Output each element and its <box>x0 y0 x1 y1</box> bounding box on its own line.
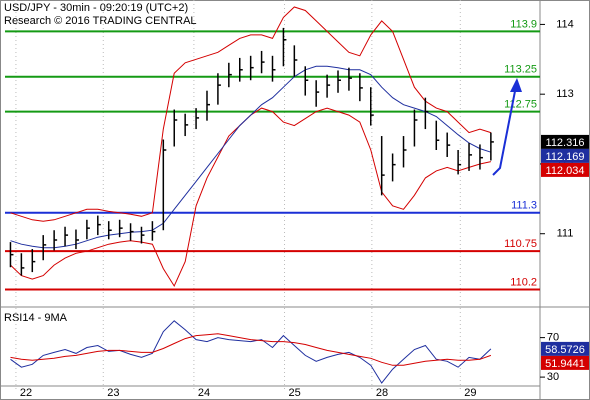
value-tag-bg <box>541 148 589 163</box>
rsi-title: RSI14 - 9MA <box>4 312 68 324</box>
y-tick-label: 114 <box>556 18 574 30</box>
value-tag-bg <box>541 134 589 149</box>
y-tick-label: 70 <box>547 332 559 344</box>
value-tag: 112.169 <box>546 151 585 163</box>
chart-title: USD/JPY - 30min - 09:20:19 (UTC+2) <box>4 2 188 14</box>
x-tick-label: 22 <box>20 387 32 399</box>
x-tick-label: 28 <box>376 387 388 399</box>
level-label: 113.9 <box>510 18 537 30</box>
x-tick-label: 29 <box>464 387 476 399</box>
value-tag: 112.316 <box>546 137 585 149</box>
y-tick-label: 30 <box>547 371 559 383</box>
level-label: 110.75 <box>504 238 537 250</box>
projection-arrow <box>492 78 522 176</box>
x-tick-label: 25 <box>289 387 301 399</box>
level-label: 113.25 <box>504 64 537 76</box>
value-tag-bg <box>541 341 589 356</box>
x-tick-label: 23 <box>107 387 119 399</box>
rsi-line <box>10 320 492 384</box>
value-tag: 51.9441 <box>545 358 585 370</box>
level-label: 111.3 <box>511 200 537 212</box>
value-tag-bg <box>541 162 589 177</box>
y-tick-label: 113 <box>556 88 574 100</box>
level-label: 110.2 <box>510 276 537 288</box>
upper-band <box>10 6 492 222</box>
chart-subtitle: Research © 2016 TRADING CENTRAL <box>4 15 197 27</box>
moving-average <box>10 65 492 249</box>
x-tick-label: 24 <box>198 387 210 399</box>
value-tag: 112.034 <box>546 165 585 177</box>
level-label: 112.75 <box>504 99 537 111</box>
rsi-line <box>10 333 492 366</box>
value-tag-bg <box>541 355 589 370</box>
y-tick-label: 111 <box>557 228 574 240</box>
value-tag: 58.5726 <box>545 344 585 356</box>
